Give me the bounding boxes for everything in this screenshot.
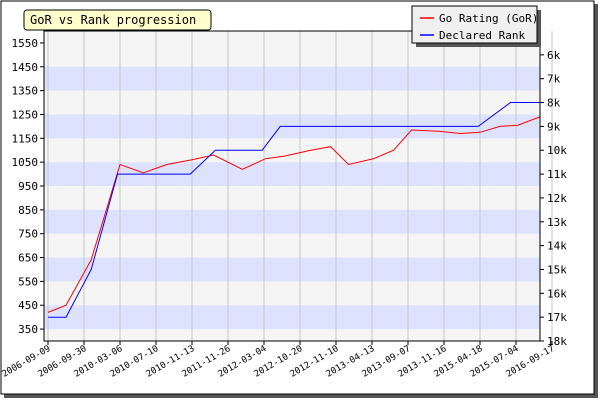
- plot-band: [44, 305, 540, 330]
- left-tick-label: 1450: [12, 61, 39, 74]
- plot-band: [44, 257, 540, 282]
- right-tick-label: 16k: [547, 287, 567, 300]
- left-tick-label: 1250: [12, 108, 39, 121]
- right-tick-label: 11k: [547, 168, 567, 181]
- plot-background: [44, 31, 540, 341]
- plot-band: [44, 209, 540, 234]
- series-line-declared-rank: [48, 102, 540, 318]
- left-tick-label: 850: [18, 204, 38, 217]
- grid-lines: [47, 31, 553, 341]
- right-tick-label: 6k: [547, 49, 561, 62]
- right-tick-label: 13k: [547, 216, 567, 229]
- right-tick-label: 14k: [547, 240, 567, 253]
- plot-band: [44, 66, 540, 91]
- left-axis: 350 450 550 650 750 850 950 1050 1150 1250 1350 145…: [12, 37, 44, 336]
- left-tick-label: 750: [18, 228, 38, 241]
- chart-title: GoR vs Rank progression: [30, 13, 196, 27]
- right-tick-label: 7k: [547, 73, 561, 86]
- left-tick-label: 450: [18, 299, 38, 312]
- right-tick-label: 17k: [547, 311, 567, 324]
- chart-title-box: GoR vs Rank progression: [23, 9, 212, 31]
- left-tick-label: 550: [18, 275, 38, 288]
- left-tick-label: 1550: [12, 37, 39, 50]
- left-tick-label: 950: [18, 180, 38, 193]
- left-tick-label: 1050: [12, 156, 39, 169]
- right-tick-label: 15k: [547, 263, 567, 276]
- left-tick-label: 1150: [12, 132, 39, 145]
- plot-band: [44, 162, 540, 186]
- series-layer: [47, 102, 540, 318]
- left-tick-label: 650: [18, 252, 38, 265]
- series-line-go-rating: [47, 116, 540, 313]
- legend: Go Rating (GoR) Declared Rank: [411, 5, 541, 47]
- right-tick-label: 8k: [547, 97, 561, 110]
- left-tick-label: 1350: [12, 85, 39, 98]
- legend-label-rank: Declared Rank: [439, 29, 525, 42]
- left-tick-label: 350: [18, 323, 38, 336]
- right-tick-label: 12k: [547, 192, 567, 205]
- right-tick-label: 9k: [547, 120, 561, 133]
- right-tick-label: 10k: [547, 144, 567, 157]
- legend-label-gor: Go Rating (GoR): [439, 12, 538, 25]
